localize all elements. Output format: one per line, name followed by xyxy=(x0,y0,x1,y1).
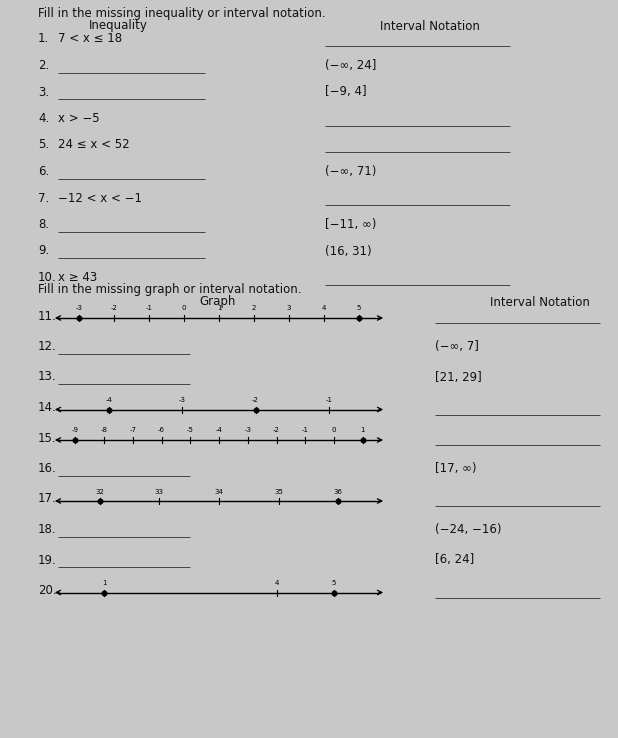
Text: 1: 1 xyxy=(360,427,365,433)
Text: [17, ∞): [17, ∞) xyxy=(435,462,476,475)
Text: Interval Notation: Interval Notation xyxy=(490,295,590,308)
Text: [6, 24]: [6, 24] xyxy=(435,554,474,567)
Text: -4: -4 xyxy=(216,427,222,433)
Text: -9: -9 xyxy=(72,427,78,433)
Text: 19.: 19. xyxy=(38,554,57,567)
Text: -6: -6 xyxy=(158,427,165,433)
Text: 33: 33 xyxy=(155,489,164,494)
Text: -2: -2 xyxy=(273,427,280,433)
Text: 5: 5 xyxy=(357,306,361,311)
Text: 5.: 5. xyxy=(38,139,49,151)
Text: 17.: 17. xyxy=(38,492,57,506)
Text: 18.: 18. xyxy=(38,523,57,536)
Text: −12 < x < −1: −12 < x < −1 xyxy=(58,191,142,204)
Text: (−∞, 7]: (−∞, 7] xyxy=(435,340,479,353)
Text: 5: 5 xyxy=(332,580,336,586)
Text: 32: 32 xyxy=(95,489,104,494)
Text: 0: 0 xyxy=(182,306,186,311)
Text: (−24, −16): (−24, −16) xyxy=(435,523,501,536)
Text: 7.: 7. xyxy=(38,191,49,204)
Text: 8.: 8. xyxy=(38,218,49,231)
Text: 11.: 11. xyxy=(38,309,57,323)
Text: -2: -2 xyxy=(252,397,259,403)
Text: 7 < x ≤ 18: 7 < x ≤ 18 xyxy=(58,32,122,46)
Text: -2: -2 xyxy=(111,306,117,311)
Text: 13.: 13. xyxy=(38,370,57,384)
Text: -5: -5 xyxy=(187,427,193,433)
Text: -3: -3 xyxy=(179,397,186,403)
Text: Interval Notation: Interval Notation xyxy=(380,19,480,32)
Text: 1: 1 xyxy=(102,580,106,586)
Text: 36: 36 xyxy=(334,489,343,494)
Text: 10.: 10. xyxy=(38,271,57,284)
Text: 15.: 15. xyxy=(38,432,57,444)
Text: [21, 29]: [21, 29] xyxy=(435,370,482,384)
Text: [−9, 4]: [−9, 4] xyxy=(325,86,366,98)
Text: 3: 3 xyxy=(287,306,291,311)
Text: 14.: 14. xyxy=(38,401,57,414)
Text: -8: -8 xyxy=(101,427,108,433)
Text: 4.: 4. xyxy=(38,112,49,125)
Text: (16, 31): (16, 31) xyxy=(325,244,371,258)
Text: Graph: Graph xyxy=(200,295,236,308)
Text: 2.: 2. xyxy=(38,59,49,72)
Text: (−∞, 71): (−∞, 71) xyxy=(325,165,376,178)
Text: -4: -4 xyxy=(106,397,112,403)
Text: -1: -1 xyxy=(145,306,153,311)
Text: 1.: 1. xyxy=(38,32,49,46)
Text: 2: 2 xyxy=(252,306,256,311)
Text: 16.: 16. xyxy=(38,462,57,475)
Text: -3: -3 xyxy=(75,306,82,311)
Text: 6.: 6. xyxy=(38,165,49,178)
Text: [−11, ∞): [−11, ∞) xyxy=(325,218,376,231)
Text: 34: 34 xyxy=(214,489,224,494)
Text: x ≥ 43: x ≥ 43 xyxy=(58,271,97,284)
Text: 24 ≤ x < 52: 24 ≤ x < 52 xyxy=(58,139,130,151)
Text: 20.: 20. xyxy=(38,584,57,597)
Text: 9.: 9. xyxy=(38,244,49,258)
Text: -3: -3 xyxy=(244,427,252,433)
Text: 35: 35 xyxy=(274,489,283,494)
Text: 12.: 12. xyxy=(38,340,57,353)
Text: Fill in the missing inequality or interval notation.: Fill in the missing inequality or interv… xyxy=(38,7,326,19)
Text: Fill in the missing graph or interval notation.: Fill in the missing graph or interval no… xyxy=(38,283,302,295)
Text: x > −5: x > −5 xyxy=(58,112,99,125)
Text: 0: 0 xyxy=(332,427,336,433)
Text: -1: -1 xyxy=(302,427,309,433)
Text: (−∞, 24]: (−∞, 24] xyxy=(325,59,376,72)
Text: 1: 1 xyxy=(217,306,221,311)
Text: 3.: 3. xyxy=(38,86,49,98)
Text: 4: 4 xyxy=(274,580,279,586)
Text: -1: -1 xyxy=(325,397,332,403)
Text: -7: -7 xyxy=(129,427,136,433)
Text: 4: 4 xyxy=(322,306,326,311)
Text: Inequality: Inequality xyxy=(88,19,148,32)
